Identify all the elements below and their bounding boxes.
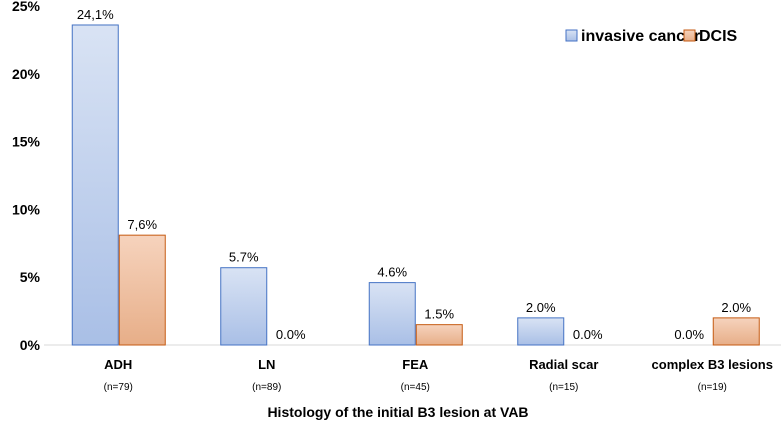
y-tick-label: 5% bbox=[20, 269, 41, 285]
data-label: 0.0% bbox=[573, 327, 603, 342]
x-tick-label: Radial scar bbox=[529, 357, 598, 372]
legend-swatch-invasive-cancer bbox=[565, 29, 578, 42]
legend-label-invasive-cancer: invasive cancer bbox=[581, 28, 700, 45]
x-tick-count: (n=19) bbox=[698, 382, 727, 393]
y-tick-label: 15% bbox=[12, 134, 41, 150]
bar-invasive-cancer bbox=[517, 317, 565, 346]
bars bbox=[71, 24, 760, 346]
data-label: 2.0% bbox=[721, 300, 751, 315]
data-label: 0.0% bbox=[674, 327, 704, 342]
y-tick-label: 25% bbox=[12, 0, 41, 14]
data-label: 4.6% bbox=[377, 265, 407, 280]
data-labels: 24,1% 5.7% 4.6% 2.0% 0.0% 7,6% 0.0% 1.5% 0.0% 2.0… bbox=[77, 7, 752, 342]
data-label: 1.5% bbox=[424, 307, 454, 322]
y-tick-label: 10% bbox=[12, 201, 41, 217]
bar-invasive-cancer bbox=[368, 282, 416, 346]
x-tick-label: FEA bbox=[402, 357, 429, 372]
bar-invasive-cancer bbox=[220, 267, 268, 346]
x-tick-label: ADH bbox=[104, 357, 132, 372]
x-tick-label: LN bbox=[258, 357, 275, 372]
bar-dcis bbox=[415, 324, 463, 346]
x-tick-count: (n=15) bbox=[549, 382, 578, 393]
x-tick-count: (n=89) bbox=[252, 382, 281, 393]
x-axis-title: Histology of the initial B3 lesion at VA… bbox=[267, 404, 528, 420]
y-tick-label: 20% bbox=[12, 66, 41, 82]
x-tick-label: complex B3 lesions bbox=[652, 357, 773, 372]
y-tick-label: 0% bbox=[20, 337, 41, 353]
bar-invasive-cancer bbox=[71, 24, 119, 346]
data-label: 24,1% bbox=[77, 7, 114, 22]
x-tick-count: (n=79) bbox=[104, 382, 133, 393]
axes: 0% 5% 10% 15% 20% 25% ADH (n=79) LN (n=89) FEA (n=4… bbox=[12, 0, 781, 393]
legend-label-dcis: DCIS bbox=[699, 28, 738, 45]
bar-dcis bbox=[118, 234, 166, 346]
data-label: 0.0% bbox=[276, 327, 306, 342]
data-label: 5.7% bbox=[229, 250, 259, 265]
legend-swatch-dcis bbox=[683, 29, 696, 42]
data-label: 2.0% bbox=[526, 300, 556, 315]
bar-dcis bbox=[712, 317, 760, 346]
x-tick-count: (n=45) bbox=[401, 382, 430, 393]
data-label: 7,6% bbox=[127, 217, 157, 232]
